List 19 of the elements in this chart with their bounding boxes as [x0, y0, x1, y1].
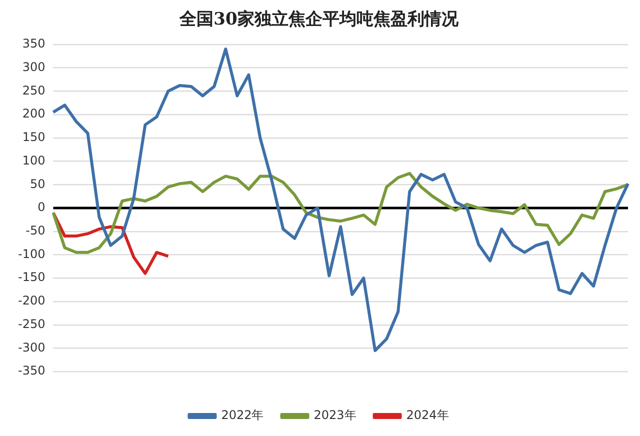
y-tick-label: -100: [18, 246, 46, 261]
y-tick-label: 150: [22, 130, 46, 144]
legend-label: 2023年: [314, 408, 356, 422]
y-tick-label: -50: [26, 223, 46, 238]
y-tick-label: 300: [22, 60, 46, 74]
legend-label: 2024年: [406, 408, 449, 422]
y-tick-label: 100: [22, 153, 46, 168]
y-tick-label: -250: [18, 316, 46, 331]
y-tick-label: 200: [22, 106, 46, 121]
y-tick-label: 0: [38, 200, 46, 214]
y-tick-label: 250: [22, 83, 46, 98]
legend-label: 2022年: [221, 408, 264, 422]
y-tick-label: 350: [22, 36, 46, 51]
y-tick-label: -300: [18, 340, 46, 354]
y-tick-label: -200: [18, 294, 46, 308]
y-tick-label: -150: [18, 270, 46, 284]
y-tick-label: -350: [18, 364, 46, 378]
chart-title: 全国30家独立焦企平均吨焦盈利情况: [178, 10, 460, 30]
y-tick-label: 50: [30, 176, 46, 191]
